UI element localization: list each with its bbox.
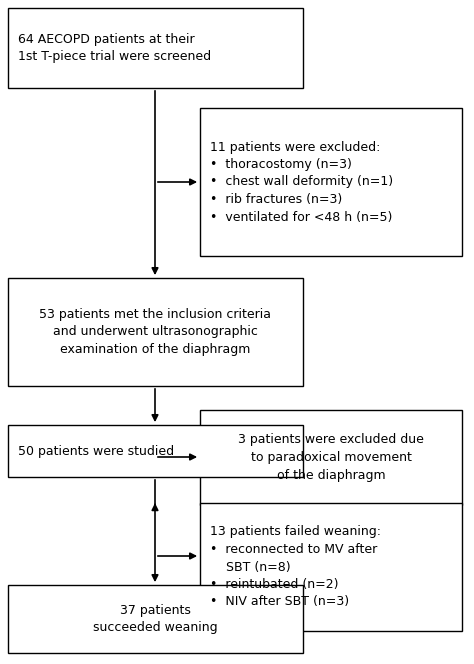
Bar xyxy=(200,503,462,631)
Text: 50 patients were studied: 50 patients were studied xyxy=(18,444,174,457)
Bar xyxy=(200,108,462,256)
Bar xyxy=(8,8,303,88)
Text: 13 patients failed weaning:
•  reconnected to MV after
    SBT (n=8)
•  reintuba: 13 patients failed weaning: • reconnecte… xyxy=(210,525,381,608)
Bar xyxy=(8,425,303,477)
Bar xyxy=(200,410,462,505)
Text: 53 patients met the inclusion criteria
and underwent ultrasonographic
examinatio: 53 patients met the inclusion criteria a… xyxy=(39,308,272,356)
Text: 37 patients
succeeded weaning: 37 patients succeeded weaning xyxy=(93,604,218,634)
Bar xyxy=(8,585,303,653)
Bar xyxy=(8,278,303,386)
Text: 11 patients were excluded:
•  thoracostomy (n=3)
•  chest wall deformity (n=1)
•: 11 patients were excluded: • thoracostom… xyxy=(210,141,393,224)
Text: 64 AECOPD patients at their
1st T-piece trial were screened: 64 AECOPD patients at their 1st T-piece … xyxy=(18,33,211,63)
Text: 3 patients were excluded due
to paradoxical movement
of the diaphragm: 3 patients were excluded due to paradoxi… xyxy=(238,434,424,481)
